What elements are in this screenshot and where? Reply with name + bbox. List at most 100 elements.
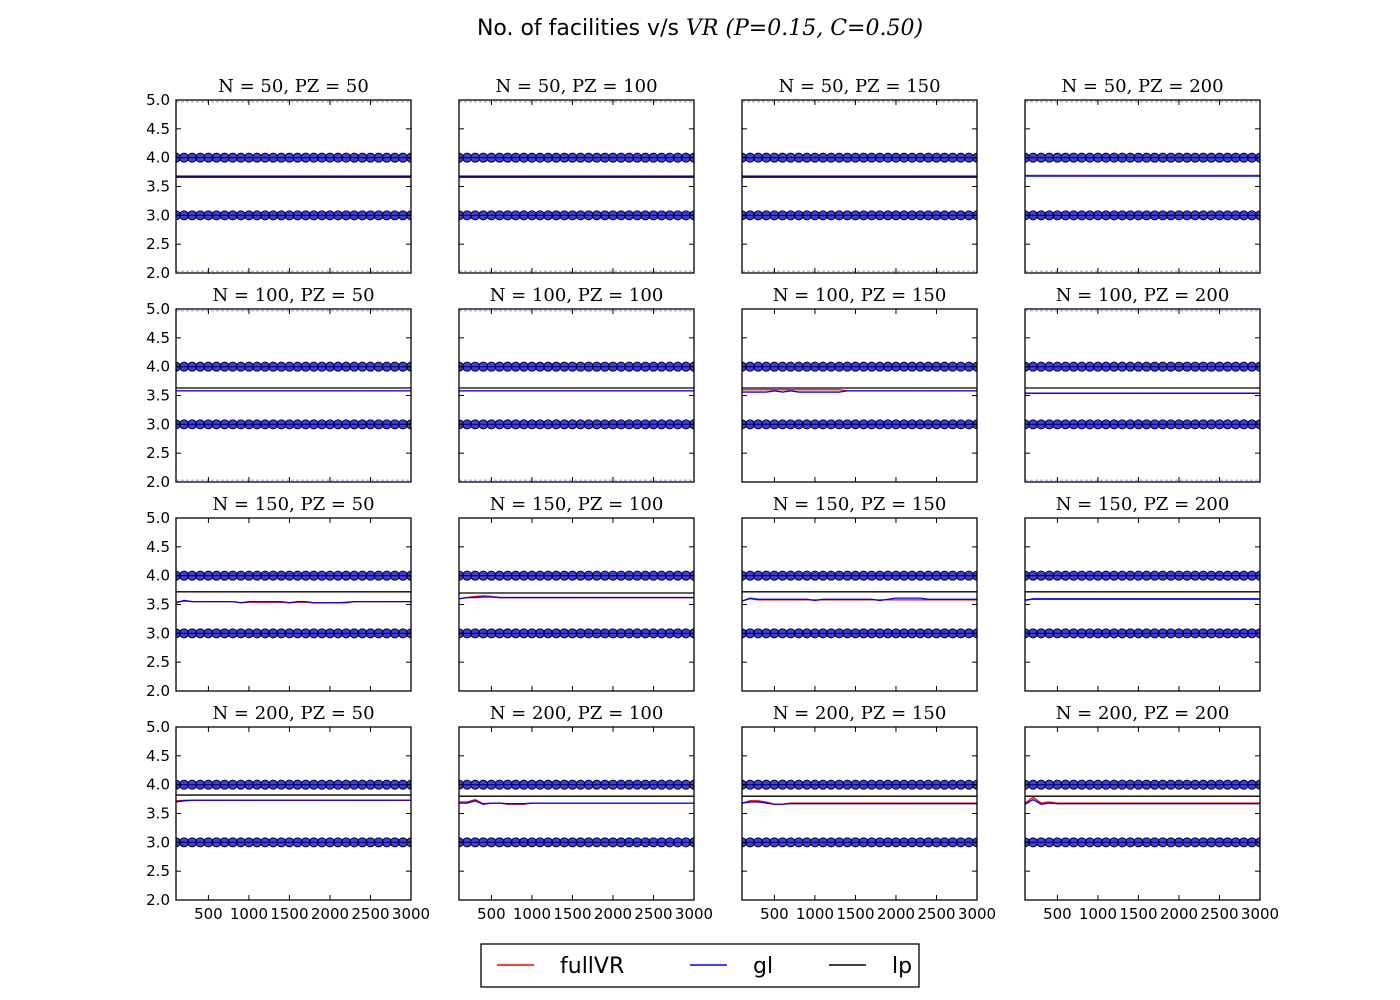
subplot-frame [175, 517, 412, 692]
chart-title-text: No. of facilities v/s [476, 16, 686, 41]
subplot-frame [175, 726, 412, 901]
x-tick-label: 2000 [311, 905, 349, 923]
x-tick-label: 2500 [1200, 905, 1238, 923]
y-tick-label: 5.0 [146, 91, 170, 109]
x-tick-label: 1500 [553, 905, 591, 923]
subplot-frame [175, 308, 412, 483]
y-tick-label: 2.0 [146, 473, 170, 491]
y-tick-label: 3.0 [146, 415, 170, 433]
y-tick-label: 2.0 [146, 682, 170, 700]
x-tick-label: 2000 [594, 905, 632, 923]
y-tick-label: 5.0 [146, 509, 170, 527]
y-tick-label: 3.0 [146, 206, 170, 224]
y-tick-label: 3.5 [146, 178, 170, 196]
x-tick-label: 500 [477, 905, 506, 923]
subplot-frame [458, 726, 695, 901]
fullvr-line [1025, 598, 1260, 601]
y-tick-label: 3.5 [146, 596, 170, 614]
x-tick-label: 2000 [1160, 905, 1198, 923]
y-tick-label: 5.0 [146, 718, 170, 736]
chart-title-params: (P=0.15, C=0.50) [725, 16, 924, 41]
subplot-frame [1024, 726, 1261, 901]
y-tick-label: 5.0 [146, 300, 170, 318]
subplot-title: N = 150, PZ = 200 [1056, 494, 1230, 515]
y-tick-label: 4.0 [146, 776, 170, 794]
legend-label-fullVR: fullVR [560, 954, 624, 979]
subplot-title: N = 100, PZ = 150 [773, 285, 947, 306]
y-tick-label: 4.0 [146, 358, 170, 376]
y-tick-label: 4.5 [146, 120, 170, 138]
y-tick-label: 4.5 [146, 329, 170, 347]
gl-line [459, 800, 694, 805]
x-tick-label: 3000 [1241, 905, 1279, 923]
y-tick-label: 2.5 [146, 444, 170, 462]
x-tick-label: 2000 [877, 905, 915, 923]
subplot-title: N = 50, PZ = 150 [778, 76, 940, 97]
subplot-title: N = 50, PZ = 100 [495, 76, 657, 97]
x-tick-label: 1500 [1119, 905, 1157, 923]
subplot-frame [458, 308, 695, 483]
subplot-frame [1024, 99, 1261, 274]
gl-line [1025, 798, 1260, 805]
gl-line [459, 596, 694, 600]
y-tick-label: 4.5 [146, 747, 170, 765]
y-tick-label: 2.5 [146, 653, 170, 671]
x-tick-label: 3000 [958, 905, 996, 923]
x-tick-label: 3000 [675, 905, 713, 923]
subplot-title: N = 100, PZ = 100 [490, 285, 664, 306]
x-tick-label: 1000 [230, 905, 268, 923]
x-tick-label: 500 [1043, 905, 1072, 923]
chart-title-var: VR [685, 16, 719, 41]
y-tick-label: 3.5 [146, 805, 170, 823]
subplot-title: N = 100, PZ = 50 [212, 285, 374, 306]
subplot-frame [741, 726, 978, 901]
x-tick-label: 1000 [796, 905, 834, 923]
y-tick-label: 4.5 [146, 538, 170, 556]
y-tick-label: 2.5 [146, 235, 170, 253]
x-tick-label: 2500 [351, 905, 389, 923]
gl-line [176, 599, 411, 604]
y-tick-label: 2.5 [146, 862, 170, 880]
subplot-frame [458, 99, 695, 274]
subplot-title: N = 100, PZ = 200 [1056, 285, 1230, 306]
gl-line [742, 801, 977, 805]
x-tick-label: 1500 [836, 905, 874, 923]
x-tick-label: 2500 [634, 905, 672, 923]
x-tick-label: 1500 [270, 905, 308, 923]
gl-line [1025, 598, 1260, 602]
gl-line [742, 390, 977, 393]
y-tick-label: 3.0 [146, 624, 170, 642]
fullvr-line [1025, 796, 1260, 804]
subplot-title: N = 150, PZ = 50 [212, 494, 374, 515]
subplot-frame [741, 99, 978, 274]
legend-label-gl: gl [753, 954, 773, 979]
subplot-frame [458, 517, 695, 692]
y-tick-label: 2.0 [146, 891, 170, 909]
y-tick-label: 3.5 [146, 387, 170, 405]
chart-title: No. of facilities v/s VR (P=0.15, C=0.50… [0, 16, 1400, 41]
subplot-frame [741, 308, 978, 483]
y-tick-label: 4.0 [146, 149, 170, 167]
subplot-title: N = 200, PZ = 200 [1056, 703, 1230, 724]
y-tick-label: 3.0 [146, 833, 170, 851]
legend-label-lp: lp [892, 954, 912, 979]
x-tick-label: 2500 [917, 905, 955, 923]
subplot-frame [1024, 517, 1261, 692]
x-tick-label: 1000 [1079, 905, 1117, 923]
subplot-title: N = 150, PZ = 150 [773, 494, 947, 515]
x-tick-label: 500 [194, 905, 223, 923]
subplot-title: N = 200, PZ = 150 [773, 703, 947, 724]
subplot-title: N = 50, PZ = 200 [1061, 76, 1223, 97]
subplot-title: N = 200, PZ = 50 [212, 703, 374, 724]
y-tick-label: 4.0 [146, 567, 170, 585]
gl-line [742, 597, 977, 602]
subplot-title: N = 150, PZ = 100 [490, 494, 664, 515]
subplot-frame [741, 517, 978, 692]
subplot-title: N = 200, PZ = 100 [490, 703, 664, 724]
x-tick-label: 1000 [513, 905, 551, 923]
x-tick-label: 3000 [392, 905, 430, 923]
gl-line [176, 799, 411, 803]
subplot-frame [175, 99, 412, 274]
